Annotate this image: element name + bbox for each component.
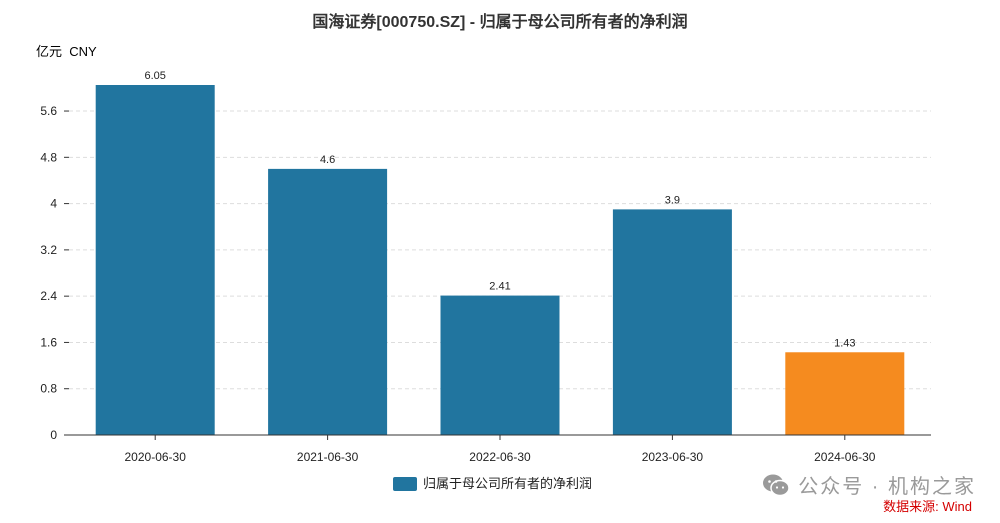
chart-title: 国海证券[000750.SZ] - 归属于母公司所有者的净利润 bbox=[312, 12, 687, 31]
data-labels: 6.05 4.6 2.41 3.9 1.43 bbox=[144, 70, 855, 349]
bar[interactable] bbox=[612, 209, 732, 435]
data-label: 2.41 bbox=[489, 281, 510, 293]
x-tick-label: 2023-06-30 bbox=[642, 450, 704, 464]
wechat-icon bbox=[763, 474, 790, 496]
watermark: 公众号 · 机构之家 bbox=[762, 470, 976, 499]
y-tick-label: 0 bbox=[50, 428, 57, 442]
data-label: 4.6 bbox=[320, 154, 335, 166]
y-tick-label: 4 bbox=[50, 197, 57, 211]
bar[interactable] bbox=[95, 85, 215, 435]
data-label: 1.43 bbox=[834, 337, 855, 349]
x-tick-label: 2022-06-30 bbox=[469, 450, 531, 464]
watermark-text: 公众号 · 机构之家 bbox=[798, 476, 976, 498]
data-label: 3.9 bbox=[665, 194, 680, 206]
legend-label: 归属于母公司所有者的净利润 bbox=[423, 476, 592, 491]
legend-swatch bbox=[393, 477, 417, 491]
x-axis-ticks: 2020-06-30 2021-06-30 2022-06-30 2023-06-30… bbox=[125, 435, 876, 464]
bar[interactable] bbox=[440, 295, 560, 435]
data-label: 6.05 bbox=[144, 70, 165, 82]
y-tick-label: 2.4 bbox=[40, 289, 57, 303]
bar[interactable] bbox=[785, 352, 905, 435]
x-tick-label: 2024-06-30 bbox=[814, 450, 876, 464]
y-tick-label: 1.6 bbox=[40, 335, 57, 349]
legend[interactable]: 归属于母公司所有者的净利润 bbox=[393, 476, 592, 491]
data-source: 数据来源: Wind bbox=[883, 499, 972, 514]
bars bbox=[95, 85, 905, 436]
y-axis-unit-label: 亿元 CNY bbox=[36, 44, 97, 59]
y-tick-label: 5.6 bbox=[40, 104, 57, 118]
y-tick-label: 0.8 bbox=[40, 382, 57, 396]
x-tick-label: 2020-06-30 bbox=[125, 450, 187, 464]
y-tick-label: 3.2 bbox=[40, 243, 57, 257]
x-tick-label: 2021-06-30 bbox=[297, 450, 359, 464]
bar[interactable] bbox=[268, 168, 388, 436]
y-tick-label: 4.8 bbox=[40, 150, 57, 164]
y-axis-ticks: 0 0.8 1.6 2.4 3.2 4 4.8 5.6 bbox=[40, 104, 69, 442]
